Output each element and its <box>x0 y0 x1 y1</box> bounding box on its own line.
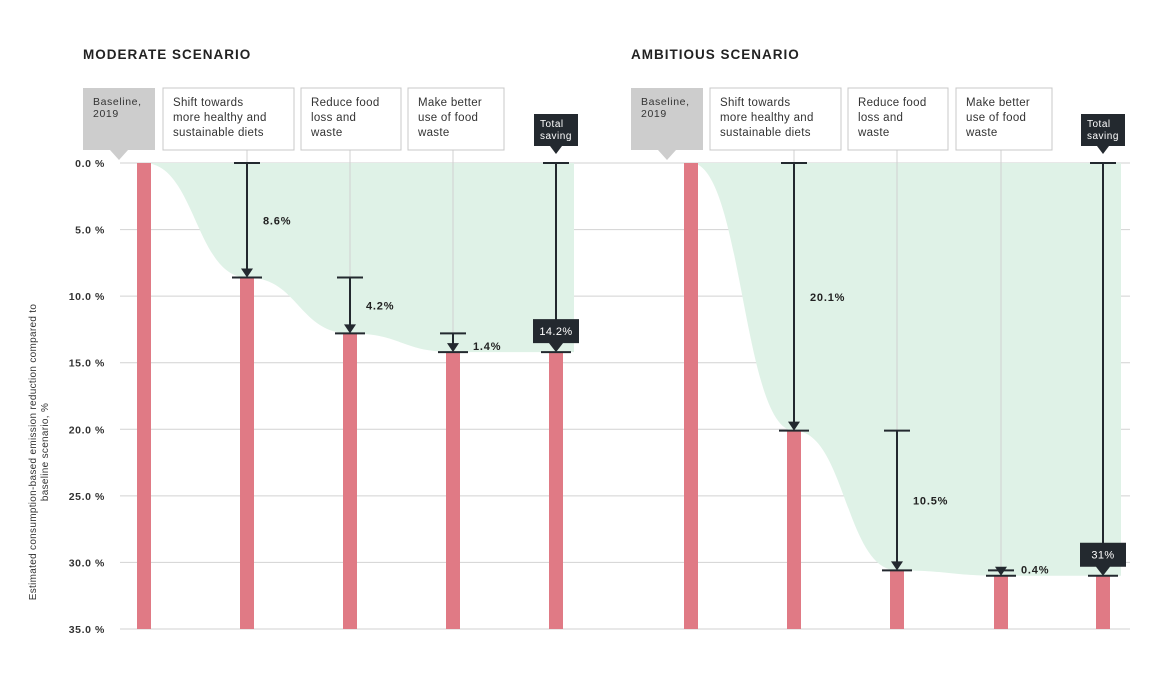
connectors-layer <box>246 150 1002 571</box>
baseline-label: Baseline, <box>93 96 142 108</box>
arrow-head <box>447 343 459 353</box>
total-saving-label: Total <box>540 119 564 130</box>
category-bar <box>787 430 801 629</box>
baseline-label: 2019 <box>93 108 119 120</box>
y-tick-label: 35.0 % <box>69 624 105 636</box>
value-label: 0.4% <box>1021 565 1049 577</box>
category-label: waste <box>965 127 998 139</box>
category-label: waste <box>857 127 890 139</box>
baseline-bar <box>684 163 698 629</box>
bars-layer <box>137 163 1110 629</box>
chart-frame: 0.0 % 5.0 % 10.0 % 15.0 % 20.0 % 25.0 % 30.0 %… <box>8 8 1158 673</box>
category-bar <box>994 575 1008 629</box>
category-label: use of food <box>418 112 478 124</box>
category-label: Shift towards <box>720 97 790 109</box>
y-axis-label-line: Estimated consumption-based emission red… <box>28 304 39 601</box>
waterfall-chart: 0.0 % 5.0 % 10.0 % 15.0 % 20.0 % 25.0 % 30.0 %… <box>28 47 1130 636</box>
value-label: 10.5% <box>913 496 948 508</box>
value-label: 8.6% <box>263 215 291 227</box>
category-label: loss and <box>311 112 356 124</box>
total-bar <box>549 352 563 629</box>
total-saving-label: saving <box>540 131 572 142</box>
arrow-head <box>891 561 903 571</box>
arrow-head <box>344 324 356 334</box>
category-bar <box>343 333 357 629</box>
baseline-label: Baseline, <box>641 96 690 108</box>
arrow-head <box>788 421 800 431</box>
total-saving-box <box>1081 114 1125 154</box>
arrow-head <box>995 566 1007 576</box>
savings-area <box>144 163 574 353</box>
total-value-label: 31% <box>1091 550 1114 562</box>
y-tick-label: 10.0 % <box>69 291 105 303</box>
category-label: Make better <box>418 97 482 109</box>
y-tick-label: 0.0 % <box>75 158 105 170</box>
baseline-label: 2019 <box>641 108 667 120</box>
category-label: Make better <box>966 97 1030 109</box>
total-value-label: 14.2% <box>539 326 572 338</box>
category-label: more healthy and <box>720 112 814 124</box>
category-label: Reduce food <box>858 97 927 109</box>
total-value-badge <box>1080 542 1126 576</box>
y-tick-label: 15.0 % <box>69 358 105 370</box>
category-label: use of food <box>966 112 1026 124</box>
category-label: sustainable diets <box>720 127 811 139</box>
category-box <box>407 87 505 151</box>
category-box <box>162 87 295 151</box>
arrow-head <box>241 268 253 278</box>
category-label: more healthy and <box>173 112 267 124</box>
labels-layer: 0.0 % 5.0 % 10.0 % 15.0 % 20.0 % 25.0 % 30.0 %… <box>28 47 1126 636</box>
savings-area <box>691 163 1121 576</box>
total-saving-label: saving <box>1087 131 1119 142</box>
category-label: waste <box>310 127 343 139</box>
baseline-label-box <box>83 88 155 160</box>
value-label: 20.1% <box>810 292 845 304</box>
category-label: Shift towards <box>173 97 243 109</box>
y-tick-label: 25.0 % <box>69 491 105 503</box>
category-box <box>709 87 842 151</box>
category-label: sustainable diets <box>173 127 264 139</box>
category-box <box>955 87 1053 151</box>
markers-layer <box>232 162 1118 577</box>
baseline-bar <box>137 163 151 629</box>
y-tick-label: 20.0 % <box>69 424 105 436</box>
y-tick-label: 30.0 % <box>69 557 105 569</box>
category-label: Reduce food <box>311 97 380 109</box>
total-saving-label: Total <box>1087 119 1111 130</box>
y-tick-label: 5.0 % <box>75 225 105 237</box>
y-axis-label: Estimated consumption-based emission red… <box>28 304 51 601</box>
category-bar <box>240 277 254 629</box>
scenario-title: AMBITIOUS SCENARIO <box>631 47 800 62</box>
category-bar <box>446 352 460 629</box>
baseline-label-box <box>631 88 703 160</box>
category-box <box>847 87 949 151</box>
scenario-title: MODERATE SCENARIO <box>83 47 251 62</box>
category-label: waste <box>417 127 450 139</box>
total-value-badge <box>533 319 579 353</box>
total-saving-box <box>534 114 578 154</box>
total-bar <box>1096 575 1110 629</box>
category-box <box>300 87 402 151</box>
y-axis-label-line: baseline scenario, % <box>40 403 51 501</box>
value-label: 1.4% <box>473 341 501 353</box>
category-bar <box>890 570 904 629</box>
value-label: 4.2% <box>366 300 394 312</box>
category-label: loss and <box>858 112 903 124</box>
area-layer <box>144 163 1121 576</box>
